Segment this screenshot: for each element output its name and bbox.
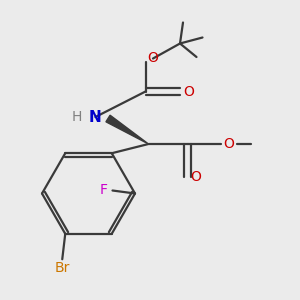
Text: H: H: [71, 110, 82, 124]
Polygon shape: [106, 115, 148, 144]
Text: F: F: [100, 184, 108, 197]
Text: Br: Br: [55, 261, 70, 275]
Text: O: O: [183, 85, 194, 98]
Text: O: O: [148, 52, 158, 65]
Text: N: N: [89, 110, 102, 124]
Text: O: O: [190, 170, 201, 184]
Text: O: O: [224, 137, 234, 151]
